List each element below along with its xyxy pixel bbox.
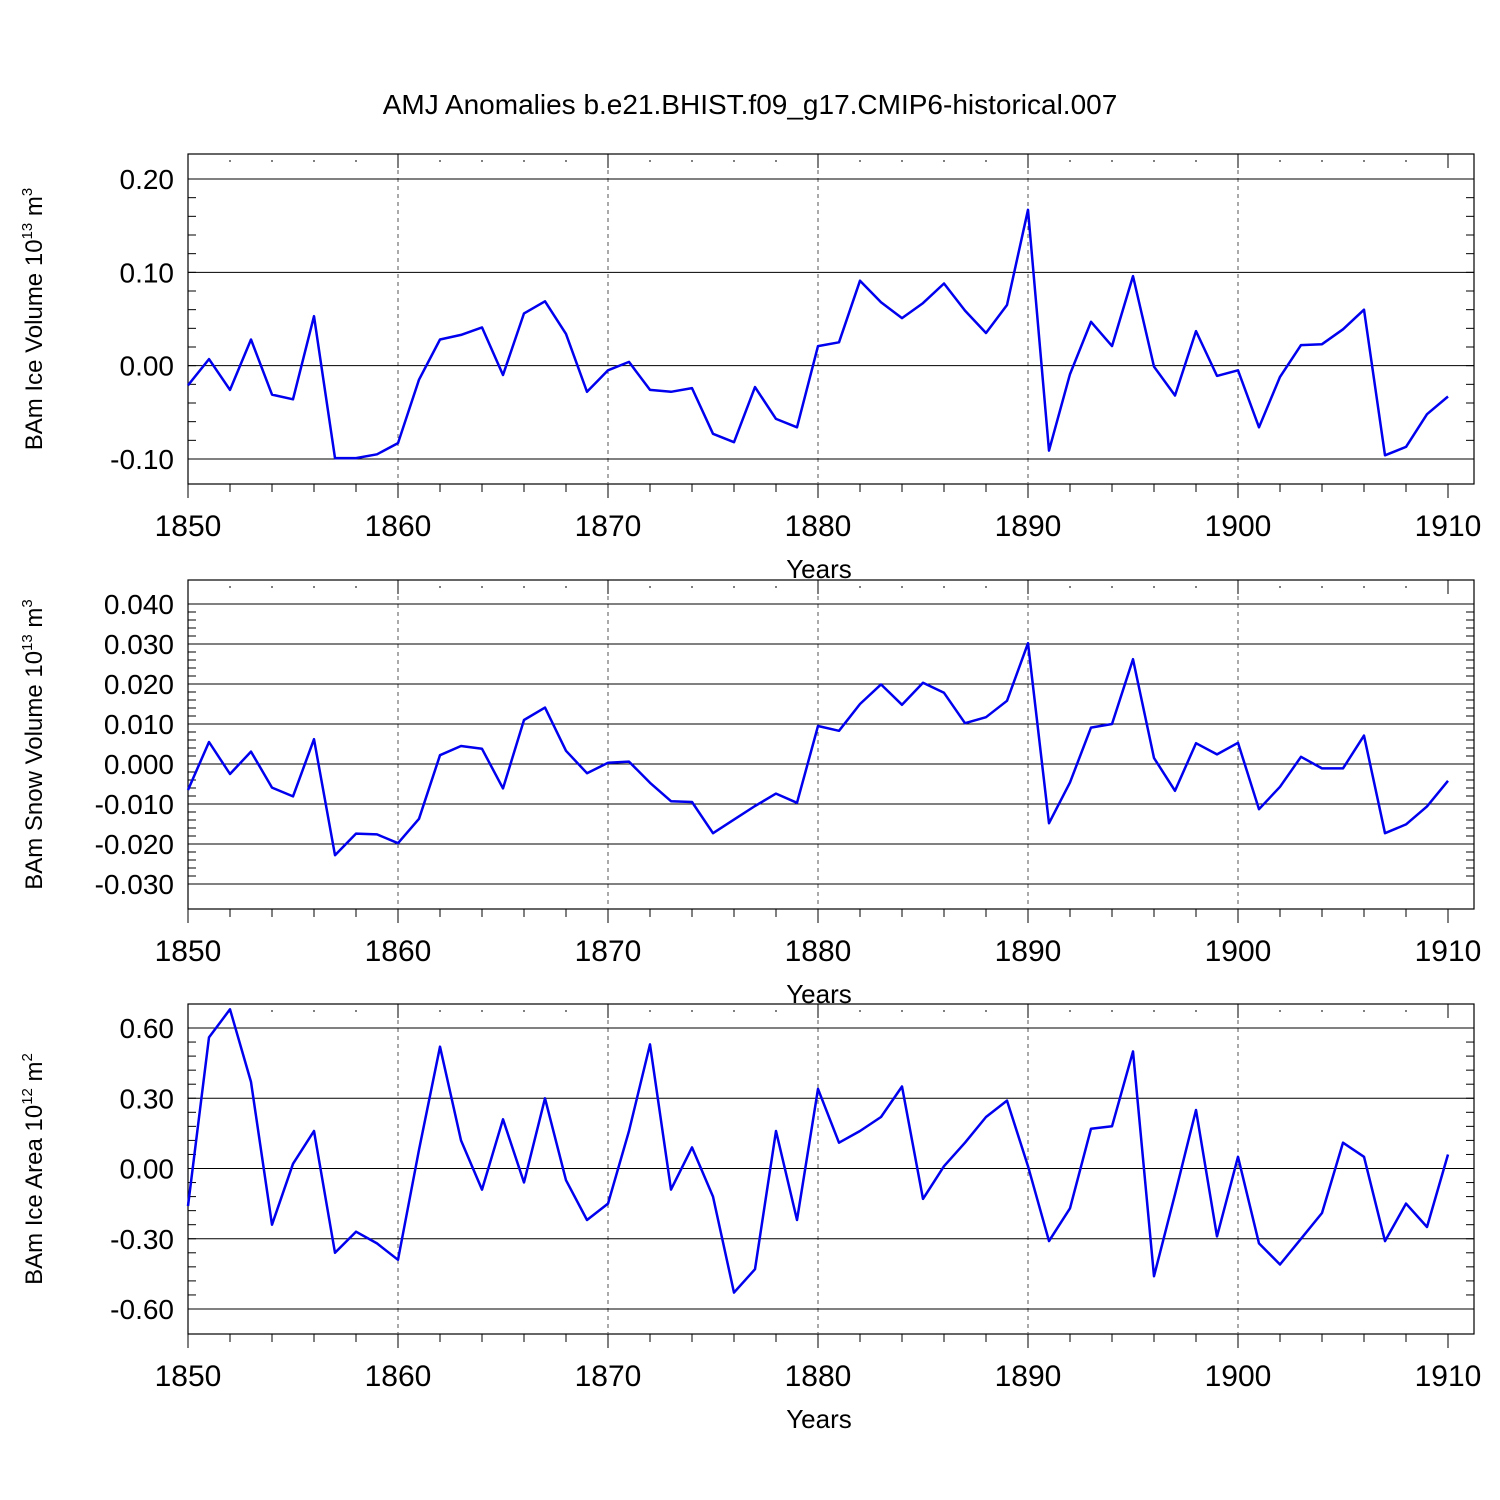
y-axis-label-text: BAm Ice Volume xyxy=(21,273,48,450)
x-tick-label: 1850 xyxy=(155,935,222,968)
y-tick-label: 0.20 xyxy=(120,164,175,195)
y-tick-label: 0.00 xyxy=(120,351,175,382)
x-tick-label: 1850 xyxy=(155,1360,222,1393)
unit-exponent: 13 xyxy=(19,634,36,651)
x-tick-label: 1890 xyxy=(995,935,1062,968)
x-tick-label: 1900 xyxy=(1205,1360,1272,1393)
x-tick-label: 1860 xyxy=(365,935,432,968)
space xyxy=(21,1132,48,1139)
y-axis-label-text: BAm Snow Volume xyxy=(21,684,48,889)
unit-power: 3 xyxy=(19,188,36,196)
y-axis-label: BAm Ice Volume 1013 m3 xyxy=(19,188,48,451)
plot-frame xyxy=(187,579,1475,910)
unit-power: 2 xyxy=(19,1053,36,1061)
unit-name: m xyxy=(21,608,48,635)
x-tick-label: 1860 xyxy=(365,510,432,543)
y-axis-label-text: BAm Ice Area xyxy=(21,1138,48,1285)
panel-2: -0.030 -0.020 -0.010 0.000 0.010 0.020 0.030 0.… xyxy=(19,579,1482,1009)
y-tick-label: -0.020 xyxy=(95,829,174,860)
y-tick-label: 0.60 xyxy=(120,1013,175,1044)
panels: -0.10 0.00 0.10 0.20 1850 1860 1870 1880 1890 190… xyxy=(19,153,1482,1434)
y-tick-label: 0.020 xyxy=(104,669,174,700)
data-series-line xyxy=(186,641,1449,857)
unit-base: 10 xyxy=(21,239,48,266)
y-tick-label: 0.040 xyxy=(104,589,174,620)
x-tick-label: 1910 xyxy=(1415,1360,1482,1393)
y-tick-label: 0.00 xyxy=(120,1154,175,1185)
x-tick-label: 1880 xyxy=(785,510,852,543)
unit-name: m xyxy=(21,196,48,223)
x-tick-label: 1850 xyxy=(155,510,222,543)
x-tick-label: 1890 xyxy=(995,1360,1062,1393)
x-tick-label: 1880 xyxy=(785,935,852,968)
y-tick-label: -0.030 xyxy=(95,869,174,900)
y-tick-label: -0.60 xyxy=(110,1294,174,1325)
unit-exponent: 12 xyxy=(19,1088,36,1105)
y-tick-label: 0.10 xyxy=(120,257,175,288)
x-axis-label: Years xyxy=(786,554,852,584)
y-axis-label: BAm Ice Area 1012 m2 xyxy=(19,1053,48,1285)
x-tick-label: 1870 xyxy=(575,935,642,968)
x-tick-label: 1900 xyxy=(1205,510,1272,543)
figure-title: AMJ Anomalies b.e21.BHIST.f09_g17.CMIP6-… xyxy=(383,89,1118,120)
y-tick-label: 0.010 xyxy=(104,709,174,740)
plot-frame xyxy=(187,153,1475,485)
y-tick-label: 0.030 xyxy=(104,629,174,660)
x-tick-label: 1910 xyxy=(1415,935,1482,968)
x-axis-label: Years xyxy=(786,1404,852,1434)
data-series-line xyxy=(186,1008,1450,1294)
x-tick-label: 1860 xyxy=(365,1360,432,1393)
panel-3: -0.60 -0.30 0.00 0.30 0.60 1850 1860 1870 1880 18… xyxy=(19,1003,1482,1434)
space xyxy=(21,678,48,685)
y-tick-label: -0.30 xyxy=(110,1224,174,1255)
unit-power: 3 xyxy=(19,599,36,607)
y-tick-label: 0.000 xyxy=(104,749,174,780)
x-tick-label: 1890 xyxy=(995,510,1062,543)
x-tick-label: 1910 xyxy=(1415,510,1482,543)
x-tick-label: 1870 xyxy=(575,1360,642,1393)
y-tick-label: -0.10 xyxy=(110,444,174,475)
panel-1: -0.10 0.00 0.10 0.20 1850 1860 1870 1880 1890 190… xyxy=(19,153,1482,584)
space xyxy=(21,266,48,273)
unit-name: m xyxy=(21,1061,48,1088)
x-tick-label: 1900 xyxy=(1205,935,1272,968)
unit-base: 10 xyxy=(21,651,48,678)
y-tick-label: 0.30 xyxy=(120,1083,175,1114)
data-series-line xyxy=(187,208,1449,460)
x-tick-label: 1870 xyxy=(575,510,642,543)
unit-base: 10 xyxy=(21,1105,48,1132)
y-tick-label: -0.010 xyxy=(95,789,174,820)
unit-exponent: 13 xyxy=(19,223,36,240)
y-axis-label: BAm Snow Volume 1013 m3 xyxy=(19,599,48,890)
x-tick-label: 1880 xyxy=(785,1360,852,1393)
